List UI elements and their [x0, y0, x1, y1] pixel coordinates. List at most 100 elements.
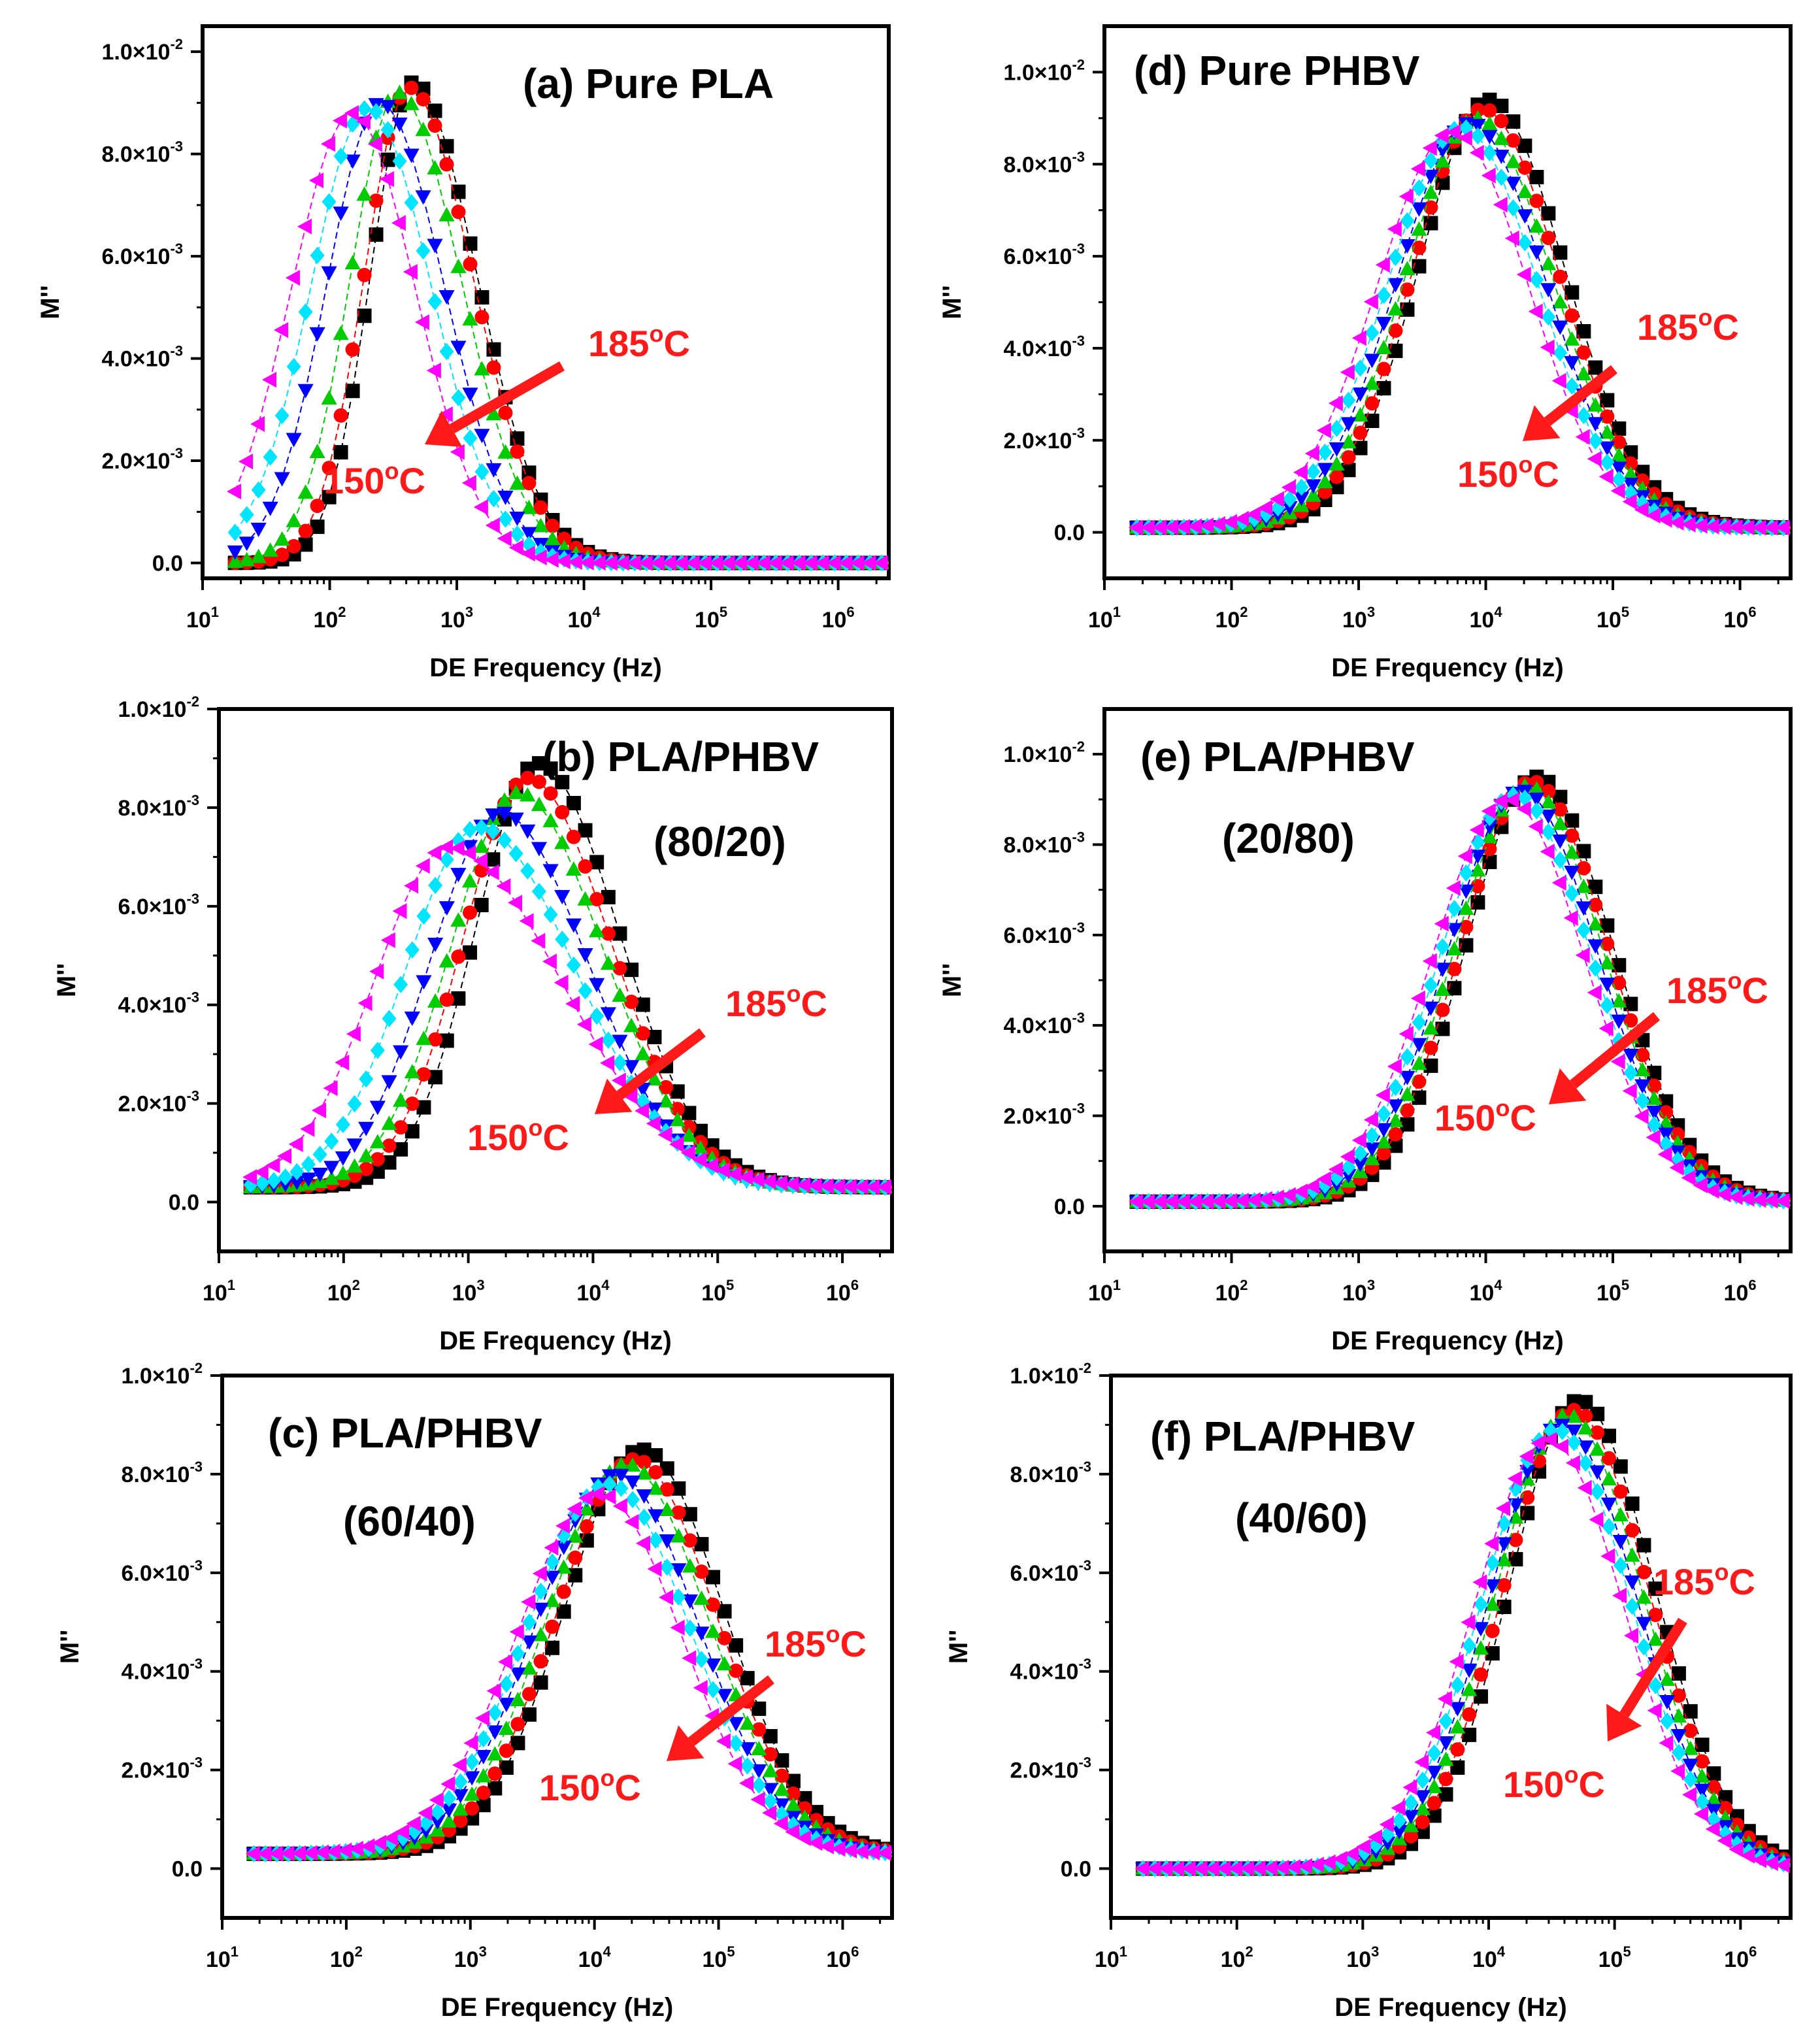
data-point — [1458, 884, 1474, 899]
data-point — [519, 913, 534, 929]
data-point — [601, 926, 616, 941]
data-point — [509, 475, 525, 490]
data-point — [729, 1638, 744, 1653]
y-tick-label: 6.0×10-3 — [1003, 240, 1085, 269]
y-axis-label: M'' — [938, 963, 967, 997]
data-point — [1497, 1600, 1512, 1615]
data-point — [1551, 372, 1566, 389]
data-point — [325, 1843, 340, 1860]
data-point — [819, 1178, 834, 1195]
data-point — [1519, 1448, 1534, 1464]
data-point — [1623, 997, 1638, 1012]
data-point — [1364, 354, 1380, 369]
data-point — [1459, 119, 1474, 137]
data-point — [427, 159, 443, 174]
data-point — [637, 1508, 652, 1526]
data-point — [1298, 1858, 1313, 1874]
data-point — [1423, 1040, 1438, 1055]
data-point — [1356, 1839, 1371, 1855]
data-point — [367, 136, 382, 152]
data-point — [786, 1773, 801, 1789]
data-point — [670, 1528, 687, 1543]
data-point — [416, 81, 431, 96]
data-point — [1575, 429, 1590, 445]
data-point — [474, 898, 489, 913]
x-tick-label: 101 — [206, 1943, 239, 1972]
data-point — [1412, 179, 1427, 197]
data-point — [438, 901, 455, 916]
data-point — [508, 845, 523, 863]
data-point — [333, 147, 348, 165]
x-tick-label: 101 — [1088, 1277, 1121, 1306]
data-point — [1411, 1055, 1427, 1070]
data-point — [1473, 1667, 1488, 1682]
data-point — [1400, 282, 1415, 297]
data-point — [1438, 1712, 1453, 1730]
data-point — [496, 792, 513, 807]
data-point — [473, 838, 489, 853]
data-point — [648, 1531, 663, 1549]
temperature-arrow-head — [425, 410, 463, 447]
data-point — [344, 105, 359, 122]
data-point — [826, 555, 841, 571]
series-group — [1129, 92, 1791, 536]
data-point — [265, 1157, 280, 1174]
data-point — [1587, 397, 1604, 412]
data-point — [1682, 1787, 1697, 1803]
data-point — [1554, 1438, 1569, 1455]
data-point — [1482, 809, 1497, 827]
data-point — [335, 1151, 352, 1166]
data-point — [498, 510, 513, 528]
data-point — [379, 171, 394, 188]
data-point — [838, 555, 853, 571]
data-point — [1423, 1058, 1438, 1073]
data-point — [579, 554, 594, 570]
annotation-low-temp: 150oC — [467, 1114, 569, 1158]
data-point — [427, 118, 442, 133]
data-point — [624, 1475, 641, 1490]
data-point — [321, 390, 337, 405]
data-point — [356, 113, 371, 129]
data-point — [499, 1743, 514, 1758]
data-point — [298, 523, 313, 538]
data-point — [1364, 1142, 1380, 1157]
data-point — [1517, 789, 1532, 807]
data-point — [393, 976, 408, 993]
data-point — [1332, 1851, 1348, 1867]
y-tick-label: 0.0 — [1054, 521, 1085, 546]
data-point — [762, 1805, 777, 1821]
data-point — [1695, 1738, 1710, 1753]
data-point — [1365, 1127, 1380, 1145]
data-point — [486, 1683, 501, 1699]
data-point — [486, 406, 502, 421]
data-point — [440, 1813, 457, 1828]
data-point — [1387, 301, 1404, 316]
data-point — [465, 1811, 480, 1826]
data-point — [1682, 1740, 1698, 1755]
panel-title: (c) PLA/PHBV — [268, 1410, 542, 1457]
data-point — [1404, 1794, 1419, 1811]
x-tick-label: 102 — [330, 1943, 363, 1972]
data-point — [1576, 844, 1591, 859]
data-point — [474, 819, 489, 836]
data-point — [1508, 1532, 1523, 1547]
data-point — [250, 416, 265, 433]
data-point — [1398, 188, 1414, 205]
data-point — [1497, 1515, 1512, 1532]
data-point — [497, 490, 514, 505]
data-point — [297, 384, 314, 399]
data-point — [1648, 1608, 1663, 1623]
data-point — [1647, 1115, 1662, 1134]
data-point — [531, 882, 546, 900]
data-point — [533, 1582, 548, 1600]
data-point — [393, 1142, 408, 1157]
data-point — [1426, 1766, 1442, 1781]
data-point — [624, 1514, 639, 1530]
data-point — [720, 555, 735, 571]
data-point — [1613, 1459, 1628, 1474]
y-tick-label: 4.0×10-3 — [118, 989, 199, 1018]
data-point — [521, 1687, 537, 1702]
data-point — [1540, 794, 1557, 809]
data-point — [358, 1147, 374, 1163]
data-point — [1340, 1169, 1357, 1184]
